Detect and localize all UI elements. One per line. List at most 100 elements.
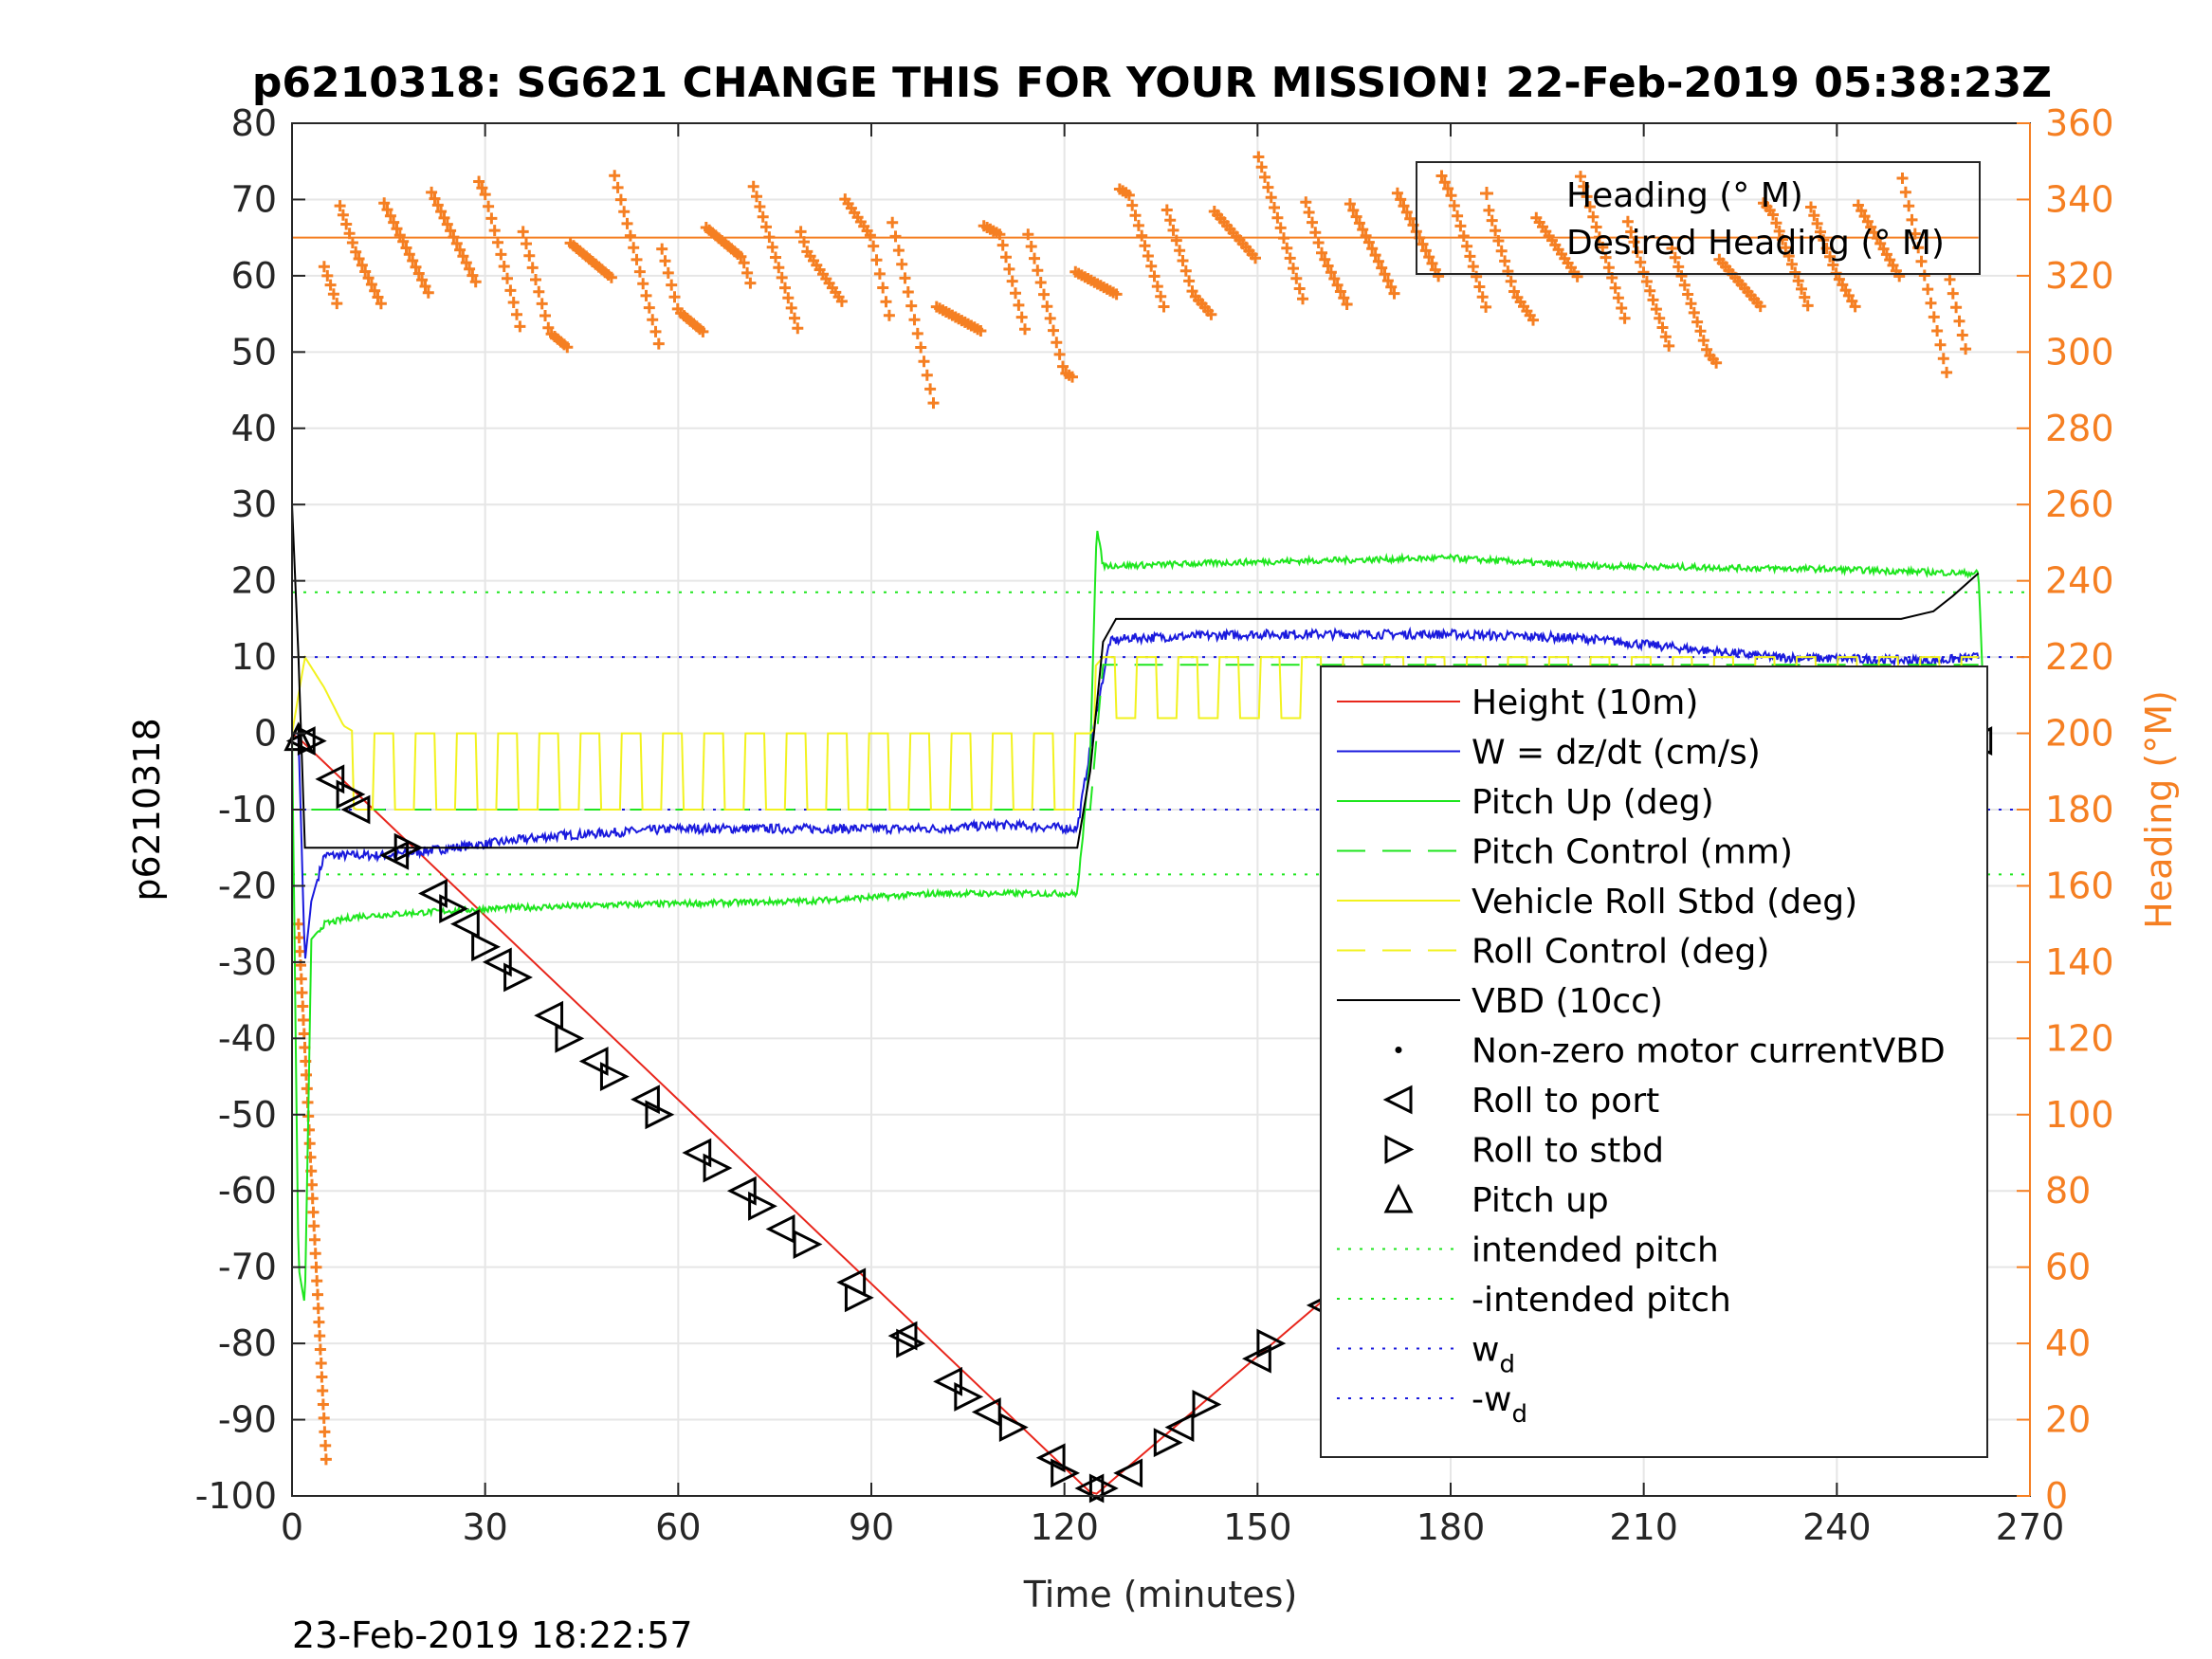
legend-label: Roll to stbd: [1472, 1132, 1664, 1171]
roll-right-marker: [748, 1191, 777, 1221]
timestamp: 23-Feb-2019 18:22:57: [292, 1614, 693, 1656]
roll-right-marker: [471, 932, 502, 962]
roll-right-marker: [336, 779, 366, 810]
roll-right-marker: [844, 1283, 874, 1313]
x-tick-label: 240: [1802, 1506, 1872, 1548]
roll-left-marker: [971, 1397, 1001, 1427]
legend-swatch: [1384, 1135, 1415, 1164]
y2-tick-label: 160: [2045, 865, 2114, 906]
y2-tick-label: 280: [2045, 408, 2114, 449]
legend-label: VBD (10cc): [1472, 982, 1663, 1021]
x-tick-label: 180: [1417, 1506, 1486, 1548]
main-legend: Height (10m) W = dz/dt (cm/s) Pitch Up (de…: [1320, 665, 1988, 1458]
y-axis-label: p6210318: [126, 718, 168, 901]
x-tick-label: 270: [1996, 1506, 2065, 1548]
y2-axis-label: Heading (°M): [2138, 690, 2180, 929]
y-tick-label: -30: [218, 941, 277, 983]
roll-left-marker: [765, 1214, 795, 1244]
series-line: [291, 504, 1980, 849]
roll-left-marker: [340, 794, 371, 825]
legend-label: Pitch Up (deg): [1472, 783, 1714, 822]
heading-series: [292, 151, 1979, 1466]
y-tick-label: -60: [218, 1170, 277, 1212]
roll-right-marker: [1256, 1328, 1287, 1358]
y2-tick-label: 220: [2045, 636, 2114, 678]
legend-label: intended pitch: [1472, 1231, 1719, 1270]
y2-tick-label: 200: [2045, 713, 2114, 755]
roll-right-marker: [645, 1100, 675, 1130]
legend-label-subscript: d: [1499, 1351, 1515, 1379]
y-tick-label: -50: [218, 1094, 277, 1136]
y-tick-label: 70: [231, 178, 277, 220]
y2-tick-label: 320: [2045, 255, 2114, 297]
x-tick-label: 90: [849, 1506, 894, 1548]
roll-right-marker: [896, 1328, 926, 1358]
y2-tick-label: 100: [2045, 1094, 2114, 1136]
y-tick-label: -80: [218, 1322, 277, 1364]
legend-desired-heading-label: Desired Heading (° M): [1566, 224, 1945, 263]
roll-right-marker: [1153, 1428, 1183, 1458]
roll-right-marker: [998, 1413, 1029, 1443]
y2-tick-label: 140: [2045, 941, 2114, 983]
x-tick-label: 60: [655, 1506, 701, 1548]
roll-right-marker: [1088, 1473, 1119, 1504]
roll-right-marker: [439, 894, 469, 924]
y-tick-label: 20: [231, 560, 277, 602]
y2-tick-label: 300: [2045, 331, 2114, 373]
legend-label: Non-zero motor currentVBD: [1472, 1032, 1946, 1071]
legend-label: -intended pitch: [1472, 1281, 1731, 1320]
chart-title: p6210318: SG621 CHANGE THIS FOR YOUR MIS…: [252, 59, 2052, 107]
legend-label: Roll Control (deg): [1472, 933, 1769, 972]
y-tick-label: 30: [231, 483, 277, 525]
roll-left-marker: [1113, 1458, 1143, 1488]
y-tick-label: -100: [195, 1475, 277, 1517]
roll-right-marker: [954, 1381, 984, 1412]
x-axis-label: Time (minutes): [1023, 1574, 1298, 1615]
y2-tick-label: 360: [2045, 102, 2114, 144]
y-tick-label: -90: [218, 1399, 277, 1441]
roll-right-marker: [1051, 1458, 1081, 1488]
roll-right-marker: [393, 832, 424, 863]
roll-right-marker: [297, 726, 327, 757]
y2-tick-label: 20: [2045, 1399, 2091, 1441]
roll-left-marker: [578, 1047, 609, 1076]
y2-tick-label: 40: [2045, 1322, 2091, 1364]
roll-left-marker: [1164, 1413, 1195, 1443]
y2-tick-label: 340: [2045, 178, 2114, 220]
y-tick-label: 50: [231, 331, 277, 373]
y-tick-label: 60: [231, 255, 277, 297]
heading-legend: Heading (° M) Desired Heading (° M): [1416, 161, 1981, 275]
roll-right-marker: [555, 1023, 585, 1053]
legend-swatch: [1383, 1183, 1414, 1213]
y-tick-label: 80: [231, 102, 277, 144]
legend-heading-marker: [1480, 187, 1493, 200]
legend-label: Vehicle Roll Stbd (deg): [1472, 883, 1857, 921]
y-tick-label: -40: [218, 1017, 277, 1059]
roll-right-marker: [1192, 1390, 1222, 1419]
legend-label: Pitch up: [1472, 1181, 1609, 1220]
roll-left-marker: [887, 1321, 918, 1351]
roll-left-marker: [285, 726, 316, 757]
legend-label: Pitch Control (mm): [1472, 833, 1793, 872]
legend-heading-label: Heading (° M): [1566, 176, 1803, 215]
y-tick-label: 10: [231, 636, 277, 678]
legend-box: [1416, 161, 1981, 275]
x-tick-label: 120: [1030, 1506, 1099, 1548]
roll-left-marker: [482, 947, 512, 977]
roll-right-marker: [599, 1062, 630, 1091]
roll-left-marker: [726, 1176, 757, 1206]
y2-tick-label: 260: [2045, 483, 2114, 525]
y2-tick-label: 240: [2045, 560, 2114, 602]
roll-left-marker: [534, 1000, 564, 1030]
legend-box: [1320, 665, 1988, 1458]
legend-swatch: [1395, 1047, 1402, 1053]
y-tick-label: 0: [254, 713, 277, 755]
y2-tick-label: 180: [2045, 789, 2114, 830]
legend-label: Roll to port: [1472, 1082, 1659, 1121]
y-tick-label: -10: [218, 789, 277, 830]
legend-label: Height (10m): [1472, 684, 1698, 722]
heading-markers: [292, 151, 1972, 1466]
y-tick-label: -70: [218, 1247, 277, 1288]
x-tick-label: 30: [462, 1506, 507, 1548]
